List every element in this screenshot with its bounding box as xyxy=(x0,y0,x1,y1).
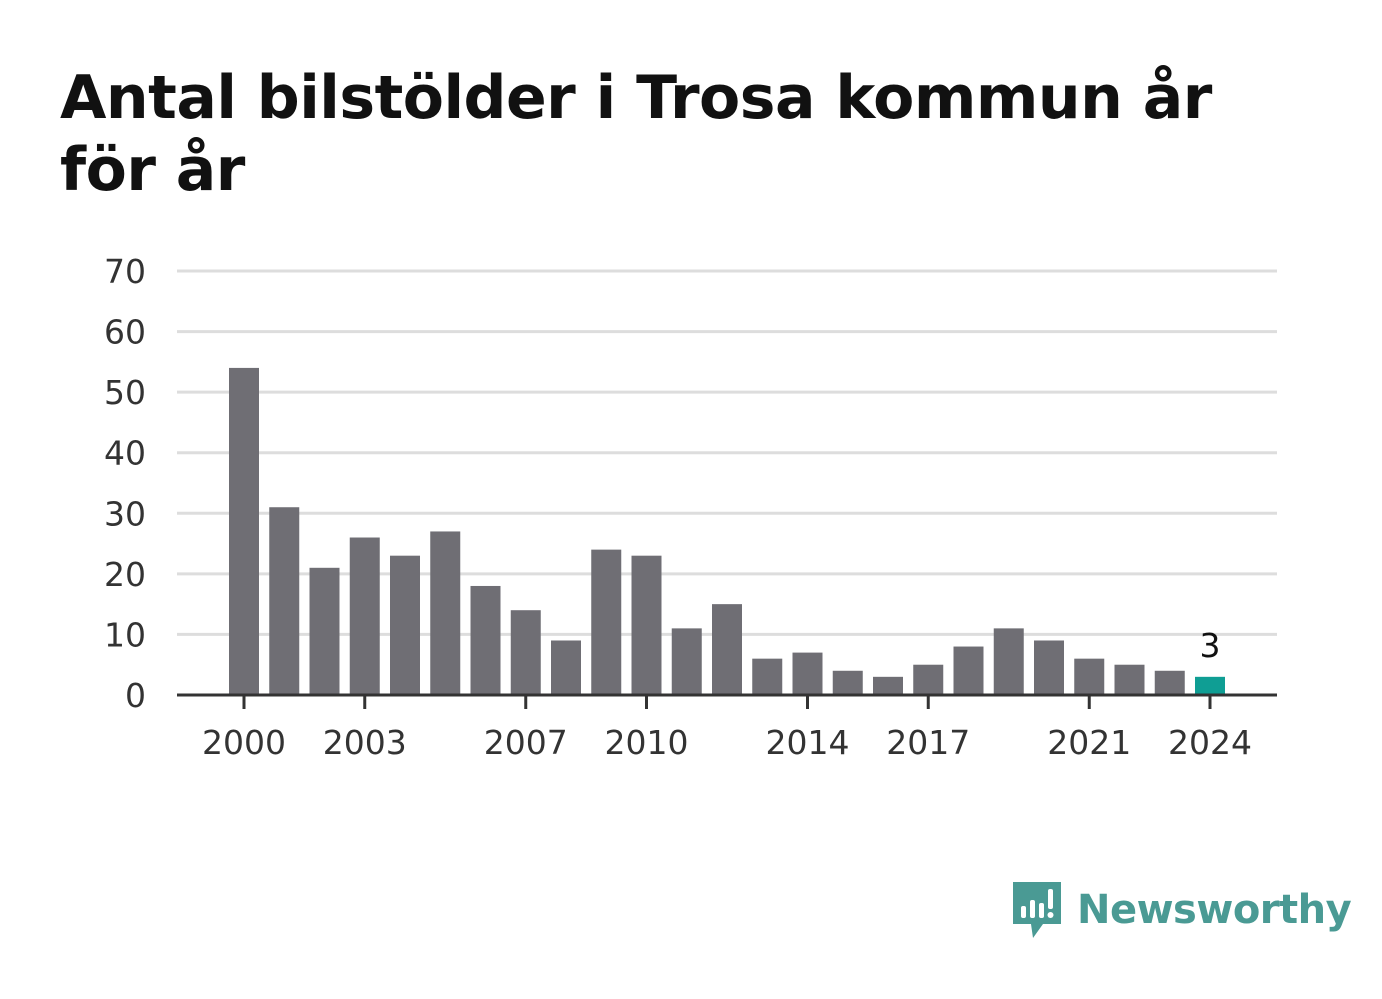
bar xyxy=(671,628,702,695)
x-tick-label: 2003 xyxy=(323,723,407,762)
y-tick-label: 60 xyxy=(104,313,146,352)
y-tick-label: 0 xyxy=(125,676,146,715)
bar xyxy=(913,664,944,695)
x-tick-label: 2014 xyxy=(766,723,850,762)
bar xyxy=(712,604,742,695)
brand-name: Newsworthy xyxy=(1077,887,1352,933)
bar xyxy=(953,646,984,695)
bar xyxy=(510,610,541,695)
y-tick-label: 10 xyxy=(104,615,146,654)
bar xyxy=(390,555,420,695)
bar xyxy=(792,652,823,695)
annotations: 3 xyxy=(1200,626,1221,665)
bar xyxy=(1195,676,1225,695)
y-tick-label: 20 xyxy=(104,555,146,594)
x-axis: 2000 2003 2007 2010 2014 2017 2021 2024 xyxy=(177,693,1277,762)
bar xyxy=(269,507,300,695)
bar xyxy=(1114,664,1145,695)
x-tick-label: 2017 xyxy=(886,723,970,762)
x-tick-label: 2024 xyxy=(1168,723,1252,762)
y-tick-label: 30 xyxy=(104,494,146,533)
chart-title: Antal bilstölder i Trosa kommun år för å… xyxy=(60,63,1212,205)
x-tick-label: 2010 xyxy=(605,723,689,762)
grid-lines xyxy=(177,269,1277,636)
y-axis-labels: 0 10 20 30 40 50 60 70 xyxy=(104,252,146,715)
y-tick-label: 40 xyxy=(104,434,146,473)
bar xyxy=(349,537,380,695)
x-tick-label: 2007 xyxy=(484,723,568,762)
bar xyxy=(1074,658,1105,695)
bar xyxy=(1034,640,1064,695)
bar xyxy=(551,640,581,695)
bar xyxy=(832,670,863,695)
y-tick-label: 70 xyxy=(104,252,146,291)
bar xyxy=(631,555,662,695)
bar xyxy=(430,531,461,695)
bar-chart: 0 10 20 30 40 50 60 70 2000 2003 2007 2010 2014 2017… xyxy=(104,252,1277,762)
bar xyxy=(470,585,501,695)
bar xyxy=(309,567,340,695)
bar xyxy=(229,367,259,695)
newsworthy-logo: Newsworthy xyxy=(1011,880,1352,940)
x-tick-label: 2021 xyxy=(1047,723,1131,762)
bar xyxy=(993,628,1024,695)
x-tick-label: 2000 xyxy=(202,723,286,762)
bar-chart-speech-bubble-icon xyxy=(1013,882,1061,938)
bar xyxy=(1154,670,1185,695)
data-label: 3 xyxy=(1200,626,1221,665)
bar xyxy=(752,658,783,695)
bar xyxy=(591,549,622,695)
bar xyxy=(873,676,903,695)
bars xyxy=(229,367,1225,695)
y-tick-label: 50 xyxy=(104,373,146,412)
